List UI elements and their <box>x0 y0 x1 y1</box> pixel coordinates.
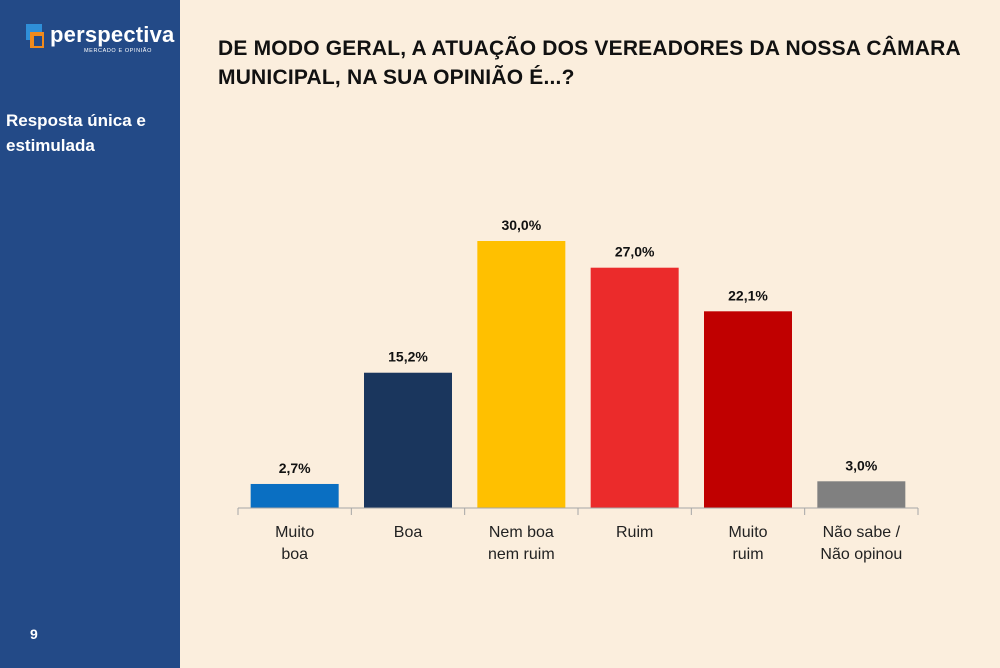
category-label-2-1: nem ruim <box>488 546 555 563</box>
bar-0 <box>250 483 339 508</box>
brand-tagline: MERCADO E OPINIÃO <box>84 48 152 54</box>
category-label-2-0: Nem boa <box>489 524 554 541</box>
category-label-3-0: Ruim <box>616 524 653 541</box>
value-label-3: 27,0% <box>615 244 655 260</box>
category-label-1-0: Boa <box>394 524 423 541</box>
sidebar: perspectiva MERCADO E OPINIÃO Resposta ú… <box>0 0 180 668</box>
logo-mark-icon <box>26 24 44 48</box>
value-label-2: 30,0% <box>501 217 541 233</box>
value-label-0: 2,7% <box>279 460 311 476</box>
category-label-5-1: Não opinou <box>820 546 902 563</box>
category-label-4-0: Muito <box>728 524 767 541</box>
bar-3 <box>590 267 679 508</box>
page-number: 9 <box>30 626 38 642</box>
bar-1 <box>364 372 452 508</box>
value-label-1: 15,2% <box>388 349 428 365</box>
category-label-0-0: Muito <box>275 524 314 541</box>
bar-5 <box>817 481 906 508</box>
value-label-5: 3,0% <box>845 457 877 473</box>
value-label-4: 22,1% <box>728 287 768 303</box>
bar-2 <box>477 241 566 508</box>
bar-4 <box>704 311 792 508</box>
category-label-5-0: Não sabe / <box>823 524 901 541</box>
category-label-4-1: ruim <box>732 546 763 563</box>
response-type-note: Resposta única e estimulada <box>6 111 146 155</box>
brand-name: perspectiva <box>50 22 175 47</box>
brand-logo: perspectiva MERCADO E OPINIÃO <box>22 20 175 60</box>
category-label-0-1: boa <box>281 546 308 563</box>
chart-title: DE MODO GERAL, A ATUAÇÃO DOS VEREADORES … <box>218 37 961 89</box>
